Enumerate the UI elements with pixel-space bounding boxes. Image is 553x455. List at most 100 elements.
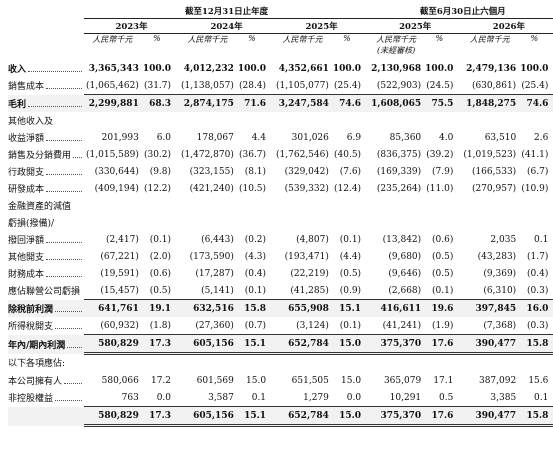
amount-cell: 10,291: [389, 392, 422, 403]
percent-cell: 17.6: [423, 334, 462, 355]
leader-dots: [46, 259, 83, 260]
empty-cell: [423, 214, 461, 231]
amount-cell: 397,845: [461, 299, 519, 317]
unit-text: 人民幣千元: [376, 35, 417, 44]
amount-cell: (522,903): [376, 80, 422, 91]
amount-cell: (41,241): [382, 320, 422, 331]
table-row: 應佔聯營公司虧損 (15,457) (0.5) (5,141) (0.1) (41,285…: [8, 282, 553, 300]
percent-cell: (0.3): [527, 285, 549, 296]
unit-text: 人民幣千元: [282, 35, 323, 44]
amount-cell: 1,279: [303, 392, 329, 403]
leader-dots: [67, 346, 83, 348]
amount-cell: (4,807): [296, 234, 329, 245]
table-row: 財務成本 (19,591) (0.6) (17,287) (0.4) (22,219) (0…: [8, 265, 553, 282]
percent-cell: 74.6: [330, 94, 370, 112]
table-row: 收益淨額 201,993 6.0 178,067 4.4 301,026 6.9 85,360…: [8, 129, 553, 146]
percent-cell: (7.6): [339, 166, 362, 177]
amount-cell: (6,443): [201, 234, 234, 245]
amount-cell: 1,848,275: [461, 94, 519, 112]
row-label: 收入: [8, 65, 27, 75]
table-row: 其他收入及: [8, 112, 553, 129]
label-wrap: 非控股權益: [8, 391, 84, 404]
row-label: 財務成本: [8, 270, 45, 280]
unit-text: %: [343, 34, 351, 43]
percent-cell: 0.1: [534, 392, 549, 403]
empty-cell: [461, 197, 518, 214]
amount-cell: (41,285): [290, 285, 329, 296]
percent-cell: (0.9): [339, 285, 362, 296]
percent-cell: (0.5): [149, 285, 172, 296]
amount-cell: (9,680): [388, 251, 422, 262]
header-row: 截至12月31日止年度 截至6月30日止六個月: [8, 4, 553, 19]
percent-cell: 4.4: [251, 132, 267, 143]
percent-cell: 0.1: [534, 234, 549, 245]
row-label-cell: 非控股權益: [8, 389, 84, 407]
amount-cell: 301,026: [291, 132, 329, 143]
leader-dots: [46, 88, 83, 90]
percent-cell: 15.1: [330, 299, 370, 317]
empty-cell: [179, 354, 236, 373]
unit: 人民幣千元: [461, 34, 518, 61]
blank: [8, 4, 84, 19]
percent-cell: (12.2): [143, 183, 172, 194]
percent-cell: (0.1): [339, 234, 362, 245]
label-wrap: 毛利: [8, 97, 84, 110]
amount-cell: (1,065,462): [86, 80, 139, 91]
table-row: 虧損(撥備)/: [8, 214, 553, 231]
label-wrap: 年內/期內利潤: [8, 338, 84, 351]
empty-cell: [274, 354, 331, 373]
leader-dots: [46, 174, 83, 175]
percent-cell: (7.9): [432, 166, 454, 177]
leader-dots: [46, 191, 83, 192]
amount-cell: (166,533): [471, 166, 517, 177]
row-label: 本公司擁有人: [8, 377, 63, 387]
amount-cell: (193,471): [284, 251, 329, 262]
year: 2024年: [179, 18, 275, 34]
percent-cell: 75.5: [423, 94, 462, 112]
amount-cell: 1,608,065: [369, 94, 424, 112]
empty-cell: [141, 214, 179, 231]
unit-text: 人民幣千元: [469, 35, 510, 44]
amount-cell: 201,993: [101, 132, 139, 143]
amount-cell: (1,105,077): [276, 80, 329, 91]
empty-cell: [179, 112, 236, 129]
percent-cell: 100.0: [425, 63, 454, 74]
amount-cell: 390,477: [461, 406, 519, 427]
unit: 人民幣千元 (未經審核): [369, 34, 423, 61]
label-wrap: 所得稅開支: [8, 319, 84, 332]
empty-cell: [141, 112, 179, 129]
row-label-cell: 毛利: [8, 94, 85, 112]
percent-cell: (10.9): [521, 183, 549, 194]
label-wrap: 除稅前利潤: [8, 302, 84, 315]
empty-cell: [423, 197, 461, 214]
amount-cell: (836,375): [376, 149, 422, 160]
amount-cell: 763: [121, 392, 139, 403]
percent-cell: 100.0: [520, 63, 549, 74]
percent-cell: 4.0: [439, 132, 454, 143]
percent-cell: (25.4): [334, 80, 362, 91]
amount-cell: (1,019,523): [463, 149, 517, 160]
percent-cell: 17.1: [433, 375, 454, 386]
amount-cell: (409,194): [94, 183, 139, 194]
amount-cell: 416,611: [369, 299, 424, 317]
header-row: 2023年 2024年 2025年 2025年 2026年: [8, 18, 553, 34]
percent-cell: (0.5): [432, 251, 454, 262]
amount-cell: 580,829: [84, 406, 141, 427]
empty-cell: [331, 197, 369, 214]
row-label-cell: 撥回淨額: [8, 231, 84, 248]
row-label: 除稅前利潤: [8, 304, 54, 315]
row-label-cell: 財務成本: [8, 265, 84, 282]
table-row: 毛利 2,299,881 68.3 2,874,175 71.6 3,247,584 74.…: [8, 94, 553, 112]
leader-dots: [28, 71, 83, 72]
row-label: 行政開支: [8, 168, 45, 178]
amount-cell: 3,365,343: [88, 63, 139, 74]
percent-cell: 17.2: [150, 375, 172, 386]
empty-cell: [84, 214, 141, 231]
empty-cell: [369, 354, 423, 373]
percent-cell: (30.2): [143, 149, 172, 160]
label-wrap: 其他開支: [8, 250, 84, 263]
percent-cell: (0.4): [244, 268, 267, 279]
empty-cell: [518, 214, 553, 231]
amount-cell: (1,472,870): [181, 149, 234, 160]
percent-cell: 15.0: [246, 375, 267, 386]
